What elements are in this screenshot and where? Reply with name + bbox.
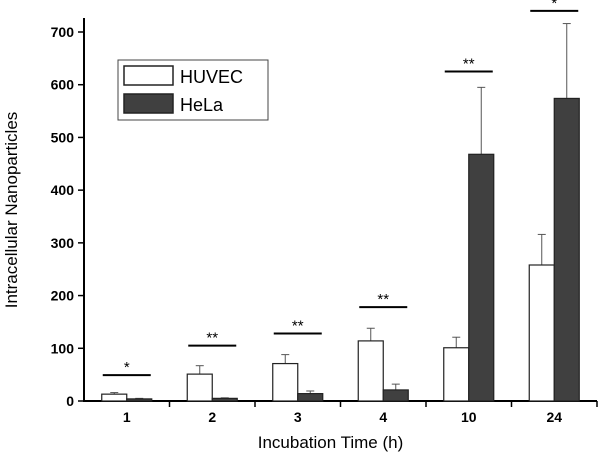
y-tick-label: 400	[51, 182, 75, 198]
bar-hela-24	[553, 97, 580, 402]
x-axis-label: Incubation Time (h)	[258, 433, 404, 452]
x-tick-label: 10	[461, 409, 477, 425]
x-tick-label: 3	[294, 409, 302, 425]
significance-label: **	[463, 56, 475, 73]
significance-label: **	[292, 318, 304, 335]
legend-swatch-hela	[123, 93, 174, 114]
bar-hela-4	[382, 389, 409, 402]
bar-huvec-4	[357, 340, 384, 402]
bar-huvec-10	[443, 347, 470, 402]
x-tick-label: 1	[123, 409, 131, 425]
y-tick-label: 500	[51, 129, 75, 145]
y-axis-label: Intracellular Nanoparticles	[2, 112, 21, 309]
significance-label: *	[124, 359, 130, 376]
x-tick-label: 2	[208, 409, 216, 425]
legend-label-huvec: HUVEC	[180, 67, 243, 87]
significance-label: **	[377, 291, 389, 308]
bar-huvec-24	[528, 264, 555, 402]
legend-swatch-huvec	[123, 65, 174, 86]
bar-hela-1	[126, 398, 153, 402]
bar-huvec-3	[272, 362, 299, 402]
x-tick-label: 24	[546, 409, 562, 425]
legend-label-hela: HeLa	[180, 95, 224, 115]
y-tick-label: 700	[51, 24, 75, 40]
y-tick-label: 600	[51, 77, 75, 93]
bar-hela-2	[211, 397, 238, 402]
x-tick-label: 4	[379, 409, 387, 425]
significance-label: **	[206, 330, 218, 347]
significance-label: *	[551, 0, 557, 12]
y-tick-label: 200	[51, 288, 75, 304]
y-tick-label: 100	[51, 340, 75, 356]
y-tick-label: 0	[66, 393, 74, 409]
y-tick-label: 300	[51, 235, 75, 251]
bar-hela-10	[468, 153, 495, 402]
bar-huvec-2	[186, 373, 213, 402]
bar-huvec-1	[101, 393, 128, 402]
bar-hela-3	[297, 393, 324, 402]
